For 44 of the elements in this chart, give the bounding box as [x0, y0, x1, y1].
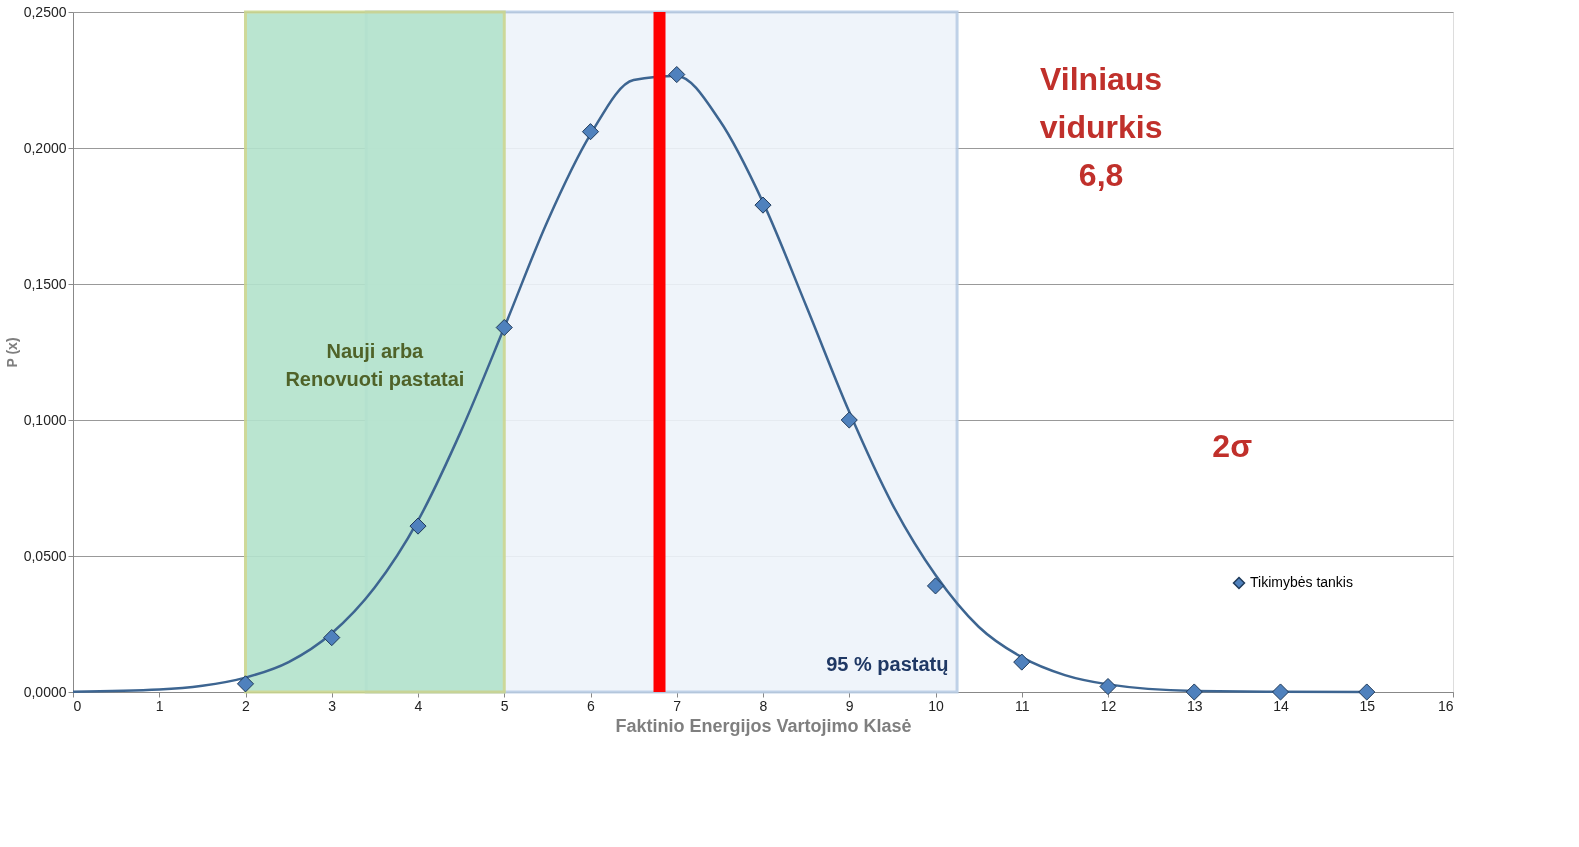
- x-tick-label: 16: [1437, 697, 1454, 714]
- x-tick-label: 2: [242, 697, 251, 714]
- x-axis-title: Faktinio Energijos Vartojimo Klasė: [615, 715, 912, 736]
- x-tick-label: 10: [928, 697, 944, 714]
- y-tick-label: 0,1000: [23, 411, 67, 428]
- point: [581, 123, 600, 141]
- point: [754, 196, 772, 214]
- y-tick-label: 0,2500: [23, 3, 67, 20]
- x-tick-label: 9: [845, 697, 854, 714]
- x-tick-label: 4: [414, 697, 423, 714]
- band-label: 95 % pastatų: [826, 652, 949, 675]
- point: [495, 318, 513, 337]
- point: [840, 411, 858, 429]
- x-tick-label: 7: [673, 697, 682, 714]
- x-tick-label: 5: [500, 697, 509, 714]
- point: [236, 675, 255, 693]
- y-tick-label: 0,0000: [23, 683, 67, 700]
- x-tick-label: 11: [1014, 697, 1030, 714]
- point: [1013, 653, 1031, 671]
- x-tick-label: 8: [759, 697, 768, 714]
- x-tick-label: 0: [73, 697, 82, 714]
- x-tick-label: 3: [328, 697, 337, 714]
- point: [926, 577, 945, 595]
- annotation: Vilniaus vidurkis 6,8: [1039, 60, 1163, 193]
- y-tick-label: 0,0500: [23, 547, 67, 564]
- x-tick-label: 15: [1359, 697, 1376, 714]
- x-tick-label: 6: [587, 697, 596, 714]
- y-axis-title: P (x): [3, 337, 20, 368]
- x-tick-label: 13: [1186, 697, 1203, 714]
- point: [1271, 683, 1290, 701]
- point: [1099, 678, 1117, 696]
- point: [1358, 683, 1376, 701]
- annotation: 2σ: [1212, 428, 1253, 465]
- band-label: Nauji arba Renovuoti pastatai: [285, 340, 465, 390]
- point: [668, 66, 686, 84]
- x-tick-label: 1: [155, 697, 164, 714]
- y-tick-label: 0,2000: [23, 139, 67, 156]
- x-tick-label: 14: [1273, 697, 1289, 714]
- x-tick-label: 12: [1100, 697, 1117, 714]
- y-tick-label: 0,1500: [23, 275, 67, 292]
- point: [409, 517, 427, 535]
- point: [1185, 683, 1203, 701]
- point: [323, 629, 341, 647]
- legend-label: Tikimybės tankis: [1250, 574, 1353, 590]
